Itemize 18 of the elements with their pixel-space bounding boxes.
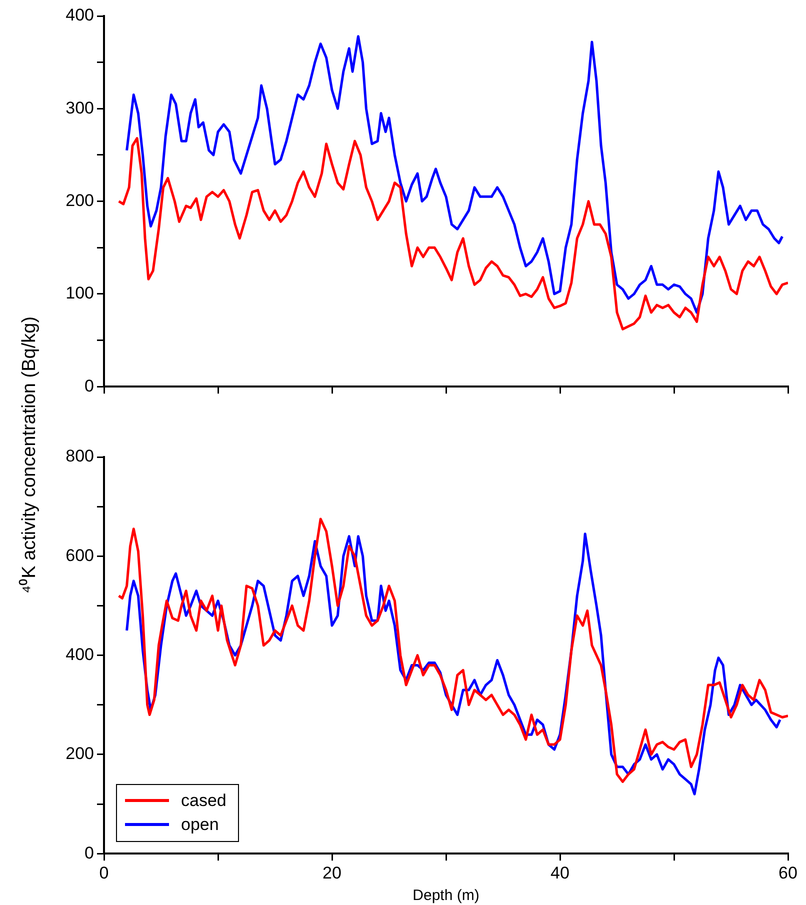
x-axis-title: Depth (m) [412,887,480,904]
y-tick-label: 400 [66,6,94,25]
y-tick-label: 600 [66,546,94,565]
y-tick-label: 100 [66,284,94,303]
legend-label: open [181,814,219,835]
x-tick-label: 0 [99,863,109,882]
y-axis-title: ⁴⁰K activity concentration (Bq/kg) [18,316,41,594]
y-tick-label: 200 [66,190,94,210]
y-tick-label: 400 [66,644,94,664]
y-tick-label: 0 [84,843,94,862]
y-tick-label: 0 [84,376,94,396]
x-tick-label: 60 [778,863,798,882]
y-tick-label: 200 [66,744,94,764]
y-tick-label: 300 [66,98,94,118]
y-tick-label: 800 [66,446,94,466]
x-tick-label: 40 [550,863,570,882]
x-tick-label: 20 [322,863,342,882]
legend-label: cased [181,790,226,811]
